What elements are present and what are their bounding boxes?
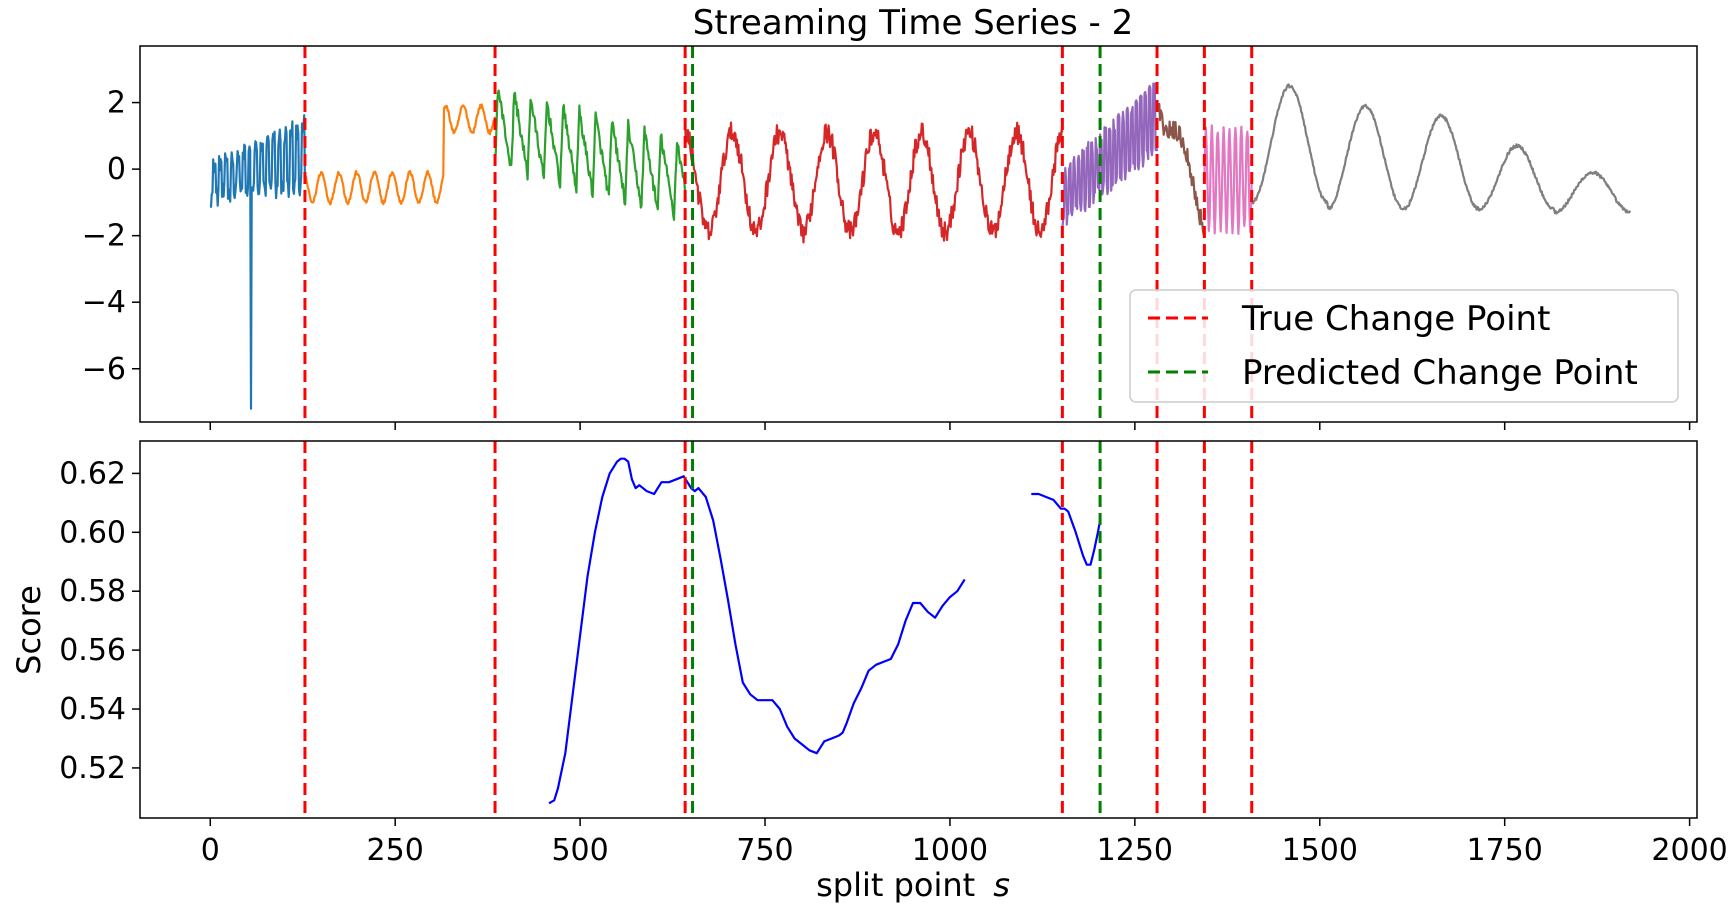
x-axis-label-var: s: [993, 866, 1010, 904]
bottom-y-tick-label: 0.62: [59, 456, 126, 491]
x-axis-label: split point s: [816, 866, 1010, 904]
top-y-tick-label: 0: [107, 152, 126, 187]
top-y-tick-label: −6: [82, 352, 126, 387]
bottom-y-tick-label: 0.58: [59, 574, 126, 609]
top-series-group: [209, 82, 1632, 410]
legend-box: [1129, 289, 1679, 403]
top-y-tick-label: −2: [82, 219, 126, 254]
y-axis-label: Score: [10, 585, 48, 675]
series-score-2: [1031, 492, 1102, 566]
legend: True Change Point Predicted Change Point: [1129, 289, 1679, 403]
series-segment-4: [684, 121, 1064, 244]
series-segment-8: [1251, 83, 1632, 215]
bottom-y-tick-label: 0.54: [59, 692, 126, 727]
series-score: [548, 457, 966, 805]
series-segment-3: [493, 89, 687, 221]
bottom-panel: 0.52 0.54 0.56 0.58 0.60 0.62 0 250 500 750 1000 12…: [10, 440, 1728, 904]
bottom-x-tick-label: 1750: [1467, 833, 1543, 868]
chart-title: Streaming Time Series - 2: [693, 3, 1134, 43]
series-segment-1: [209, 114, 306, 410]
bottom-y-tick-label: 0.56: [59, 633, 126, 668]
top-y-tick-label: 2: [107, 86, 126, 121]
bottom-plot-frame: [139, 440, 1698, 819]
bottom-axes: 0.52 0.54 0.56 0.58 0.60 0.62 0 250 500 750 1000 12…: [59, 440, 1728, 868]
bottom-x-tick-label: 1000: [912, 833, 988, 868]
top-plot-frame: [139, 45, 1698, 423]
bottom-x-tick-label: 250: [367, 833, 424, 868]
bottom-x-tick-label: 0: [201, 833, 220, 868]
top-change-point-lines: [303, 46, 1254, 422]
bottom-x-tick-label: 500: [551, 833, 608, 868]
bottom-x-tick-label: 1250: [1097, 833, 1173, 868]
top-axes: 2 0 −2 −4 −6: [82, 45, 1698, 430]
bottom-x-tick-label: 1500: [1282, 833, 1358, 868]
bottom-series-group: [548, 457, 1102, 805]
series-segment-6: [1155, 102, 1206, 236]
top-panel: Streaming Time Series - 2 2 0 −2 −4 −6 True …: [82, 3, 1698, 430]
bottom-change-point-lines: [303, 441, 1254, 818]
x-axis-label-main: split point: [816, 866, 975, 904]
bottom-x-tick-label: 750: [736, 833, 793, 868]
bottom-y-tick-label: 0.52: [59, 751, 126, 786]
series-segment-7: [1203, 124, 1253, 235]
legend-predicted-label: Predicted Change Point: [1242, 353, 1638, 393]
bottom-y-tick-label: 0.60: [59, 515, 126, 550]
series-segment-2: [304, 103, 497, 206]
bottom-x-tick-label: 2000: [1651, 833, 1727, 868]
top-y-tick-label: −4: [82, 285, 126, 320]
series-segment-5: [1061, 82, 1159, 229]
legend-true-label: True Change Point: [1241, 299, 1550, 339]
